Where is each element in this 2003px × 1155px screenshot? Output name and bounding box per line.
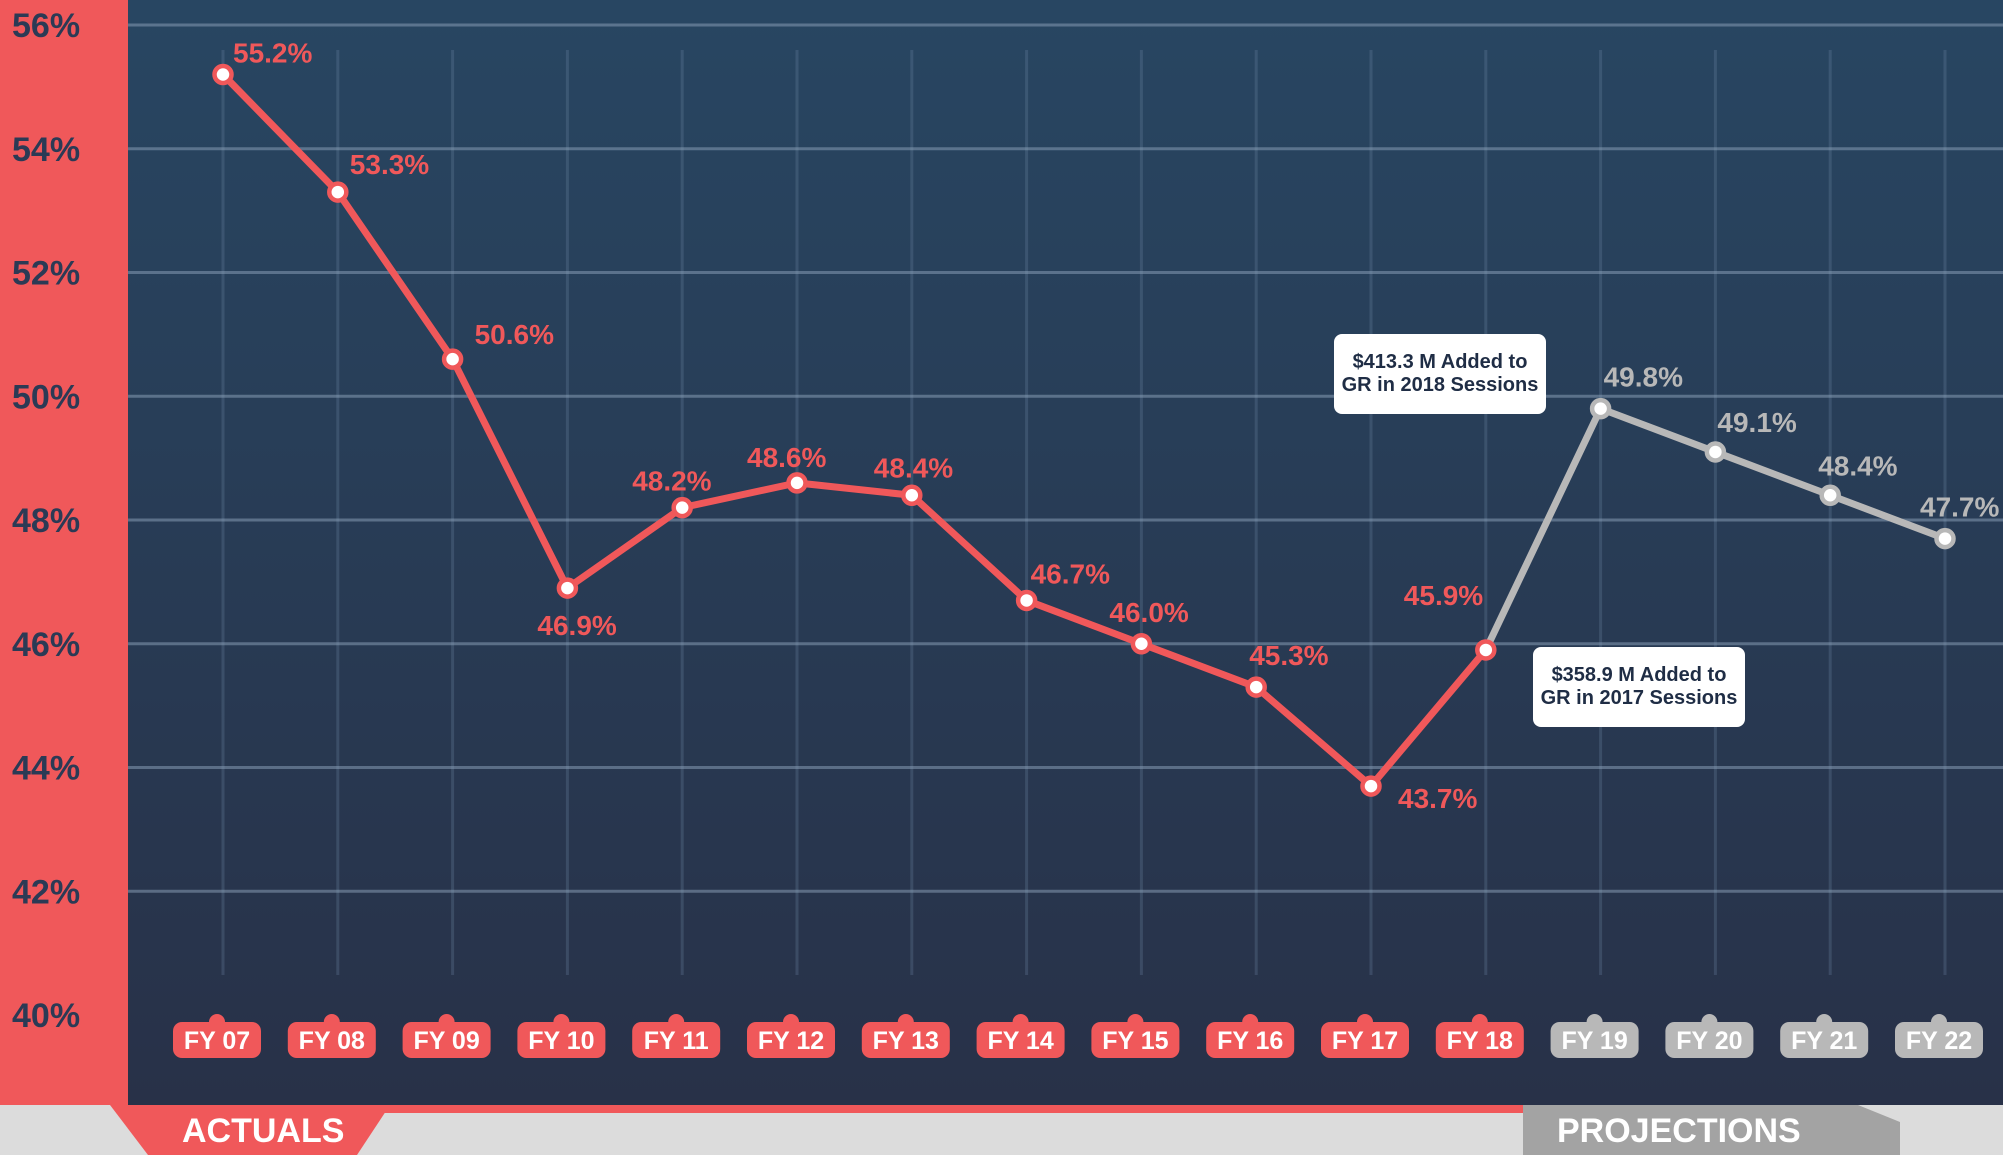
data-point (1475, 639, 1497, 661)
annotation-box (1334, 334, 1546, 414)
data-label: 46.9% (537, 610, 616, 641)
y-tick-label: 48% (12, 502, 80, 540)
annotation-text: GR in 2017 Sessions (1541, 687, 1738, 709)
annotation-text: $413.3 M Added to (1353, 351, 1528, 373)
y-tick-label: 44% (12, 750, 80, 788)
x-category-pill (861, 1022, 950, 1058)
actuals-tab (110, 1105, 390, 1155)
y-tick-label: 52% (12, 255, 80, 293)
data-label: 48.6% (747, 442, 826, 473)
gridlines (128, 23, 2003, 975)
x-category-pill (632, 1022, 721, 1058)
x-category-pill (517, 1022, 606, 1058)
data-label: 48.4% (1818, 450, 1897, 481)
data-point (327, 181, 349, 203)
data-label: 50.6% (475, 319, 554, 350)
y-tick-label: 56% (12, 7, 80, 45)
plot-background (128, 0, 2003, 1105)
x-tick-labels: FY 07 FY 08 FY 09 FY 10 FY 11 FY 12 FY 13 FY 14… (173, 1014, 1983, 1058)
y-tick-label: 46% (12, 626, 80, 664)
x-category-pill (747, 1022, 835, 1058)
x-tick-label: FY 11 (644, 1027, 709, 1055)
x-tick-label: FY 18 (1447, 1027, 1513, 1055)
data-label: 45.9% (1404, 580, 1483, 611)
actuals-line (219, 71, 1490, 790)
x-tick-label: FY 17 (1332, 1027, 1398, 1055)
x-tick-label: FY 16 (1217, 1027, 1283, 1055)
x-tick-label: FY 20 (1676, 1027, 1742, 1055)
x-category-pill (1780, 1022, 1869, 1058)
x-tick-label: FY 08 (299, 1027, 365, 1055)
data-point (1704, 441, 1727, 463)
annotation-text: GR in 2018 Sessions (1342, 374, 1539, 396)
x-category-pill (173, 1022, 261, 1058)
data-label: 49.8% (1604, 362, 1683, 393)
data-label: 46.7% (1031, 558, 1110, 589)
footer-bar: ACTUALS PROJECTIONS (0, 1105, 2003, 1155)
x-tick-label: FY 13 (873, 1027, 939, 1055)
y-tick-label: 42% (12, 873, 80, 911)
projections-label: PROJECTIONS (1557, 1112, 1801, 1150)
data-label: 43.7% (1398, 783, 1477, 814)
data-point (671, 496, 693, 519)
data-point (556, 577, 579, 599)
y-tick-label: 50% (12, 378, 80, 416)
x-category-pill (1665, 1022, 1754, 1058)
projections-tab (1523, 1105, 1900, 1155)
data-label: 48.4% (874, 452, 953, 483)
data-point (1360, 775, 1382, 797)
x-category-pill (1895, 1022, 1983, 1058)
data-point (1015, 589, 1038, 612)
annotation-text: $358.9 M Added to (1552, 664, 1727, 686)
actuals-strip (128, 1105, 1523, 1113)
x-category-pill (402, 1022, 491, 1058)
data-label: 47.7% (1920, 492, 1999, 523)
x-tick-label: FY 07 (184, 1027, 250, 1055)
data-points (212, 63, 1956, 797)
x-tick-label: FY 22 (1906, 1027, 1972, 1055)
x-tick-label: FY 10 (528, 1027, 594, 1055)
data-point (1245, 676, 1267, 698)
x-tick-label: FY 15 (1102, 1027, 1168, 1055)
y-tick-label: 40% (12, 997, 80, 1035)
data-point (1589, 397, 1612, 420)
x-category-pill (1091, 1022, 1180, 1058)
x-tick-label: FY 09 (413, 1027, 479, 1055)
x-category-pill (1550, 1022, 1639, 1058)
data-label: 55.2% (233, 38, 312, 69)
data-point (1934, 527, 1956, 550)
x-category-pill (1321, 1022, 1409, 1058)
data-point (786, 472, 808, 494)
data-label: 48.2% (632, 466, 711, 497)
actuals-label: ACTUALS (182, 1112, 344, 1150)
data-point (1130, 633, 1153, 655)
x-category-pill (287, 1022, 376, 1058)
y-axis-panel (0, 0, 128, 1105)
data-labels: 55.2% 53.3% 50.6% 46.9% 48.2% 48.6% 48.4% 46.7%… (233, 38, 1999, 815)
data-point (212, 63, 234, 86)
x-tick-label: FY 19 (1561, 1027, 1627, 1055)
y-tick-labels: 40% 42% 44% 46% 48% 50% 52% 54% 56% (12, 7, 80, 1035)
data-label: 49.1% (1717, 407, 1796, 438)
x-tick-label: FY 14 (987, 1027, 1053, 1055)
data-label: 53.3% (350, 149, 429, 180)
y-tick-label: 54% (12, 131, 80, 169)
x-tick-label: FY 12 (758, 1027, 824, 1055)
data-label: 46.0% (1109, 597, 1188, 628)
x-category-pill (976, 1022, 1065, 1058)
data-point (441, 348, 464, 370)
data-point (1819, 484, 1841, 506)
data-point (901, 484, 923, 506)
annotation-box (1533, 647, 1745, 727)
x-tick-label: FY 21 (1791, 1027, 1857, 1055)
data-label: 45.3% (1249, 640, 1328, 671)
x-category-pill (1206, 1022, 1295, 1058)
x-category-pill (1435, 1022, 1524, 1058)
